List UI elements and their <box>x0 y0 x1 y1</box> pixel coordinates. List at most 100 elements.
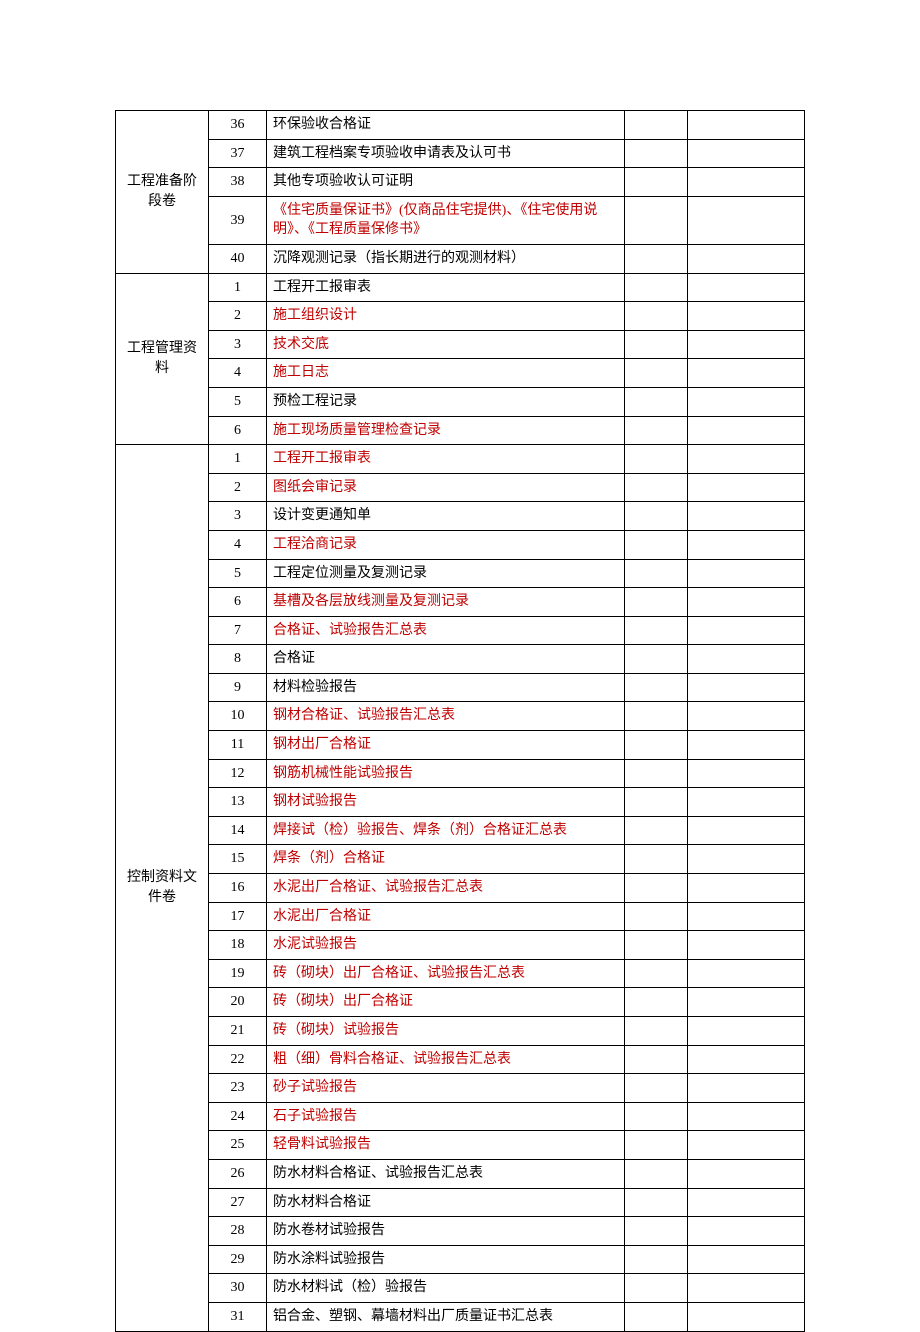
row-description: 合格证、试验报告汇总表 <box>267 616 625 645</box>
empty-cell-4 <box>625 1302 688 1331</box>
empty-cell-5 <box>688 1102 805 1131</box>
empty-cell-4 <box>625 1188 688 1217</box>
row-description: 《住宅质量保证书》(仅商品住宅提供)、《住宅使用说明》、《工程质量保修书》 <box>267 196 625 244</box>
empty-cell-5 <box>688 416 805 445</box>
empty-cell-5 <box>688 1045 805 1074</box>
row-description: 水泥出厂合格证、试验报告汇总表 <box>267 874 625 903</box>
row-description: 石子试验报告 <box>267 1102 625 1131</box>
row-description: 粗（细）骨料合格证、试验报告汇总表 <box>267 1045 625 1074</box>
row-number: 1 <box>209 273 267 302</box>
empty-cell-5 <box>688 731 805 760</box>
empty-cell-4 <box>625 502 688 531</box>
table-row: 6基槽及各层放线测量及复测记录 <box>116 588 805 617</box>
empty-cell-4 <box>625 139 688 168</box>
row-number: 31 <box>209 1302 267 1331</box>
row-number: 29 <box>209 1245 267 1274</box>
table-row: 工程管理资料1工程开工报审表 <box>116 273 805 302</box>
empty-cell-5 <box>688 1131 805 1160</box>
empty-cell-5 <box>688 196 805 244</box>
row-number: 9 <box>209 673 267 702</box>
row-number: 18 <box>209 931 267 960</box>
empty-cell-4 <box>625 788 688 817</box>
empty-cell-4 <box>625 673 688 702</box>
row-description: 钢材出厂合格证 <box>267 731 625 760</box>
empty-cell-4 <box>625 1159 688 1188</box>
empty-cell-5 <box>688 1245 805 1274</box>
empty-cell-5 <box>688 111 805 140</box>
row-description: 工程定位测量及复测记录 <box>267 559 625 588</box>
row-description: 防水材料合格证 <box>267 1188 625 1217</box>
table-body: 工程准备阶段卷36环保验收合格证37建筑工程档案专项验收申请表及认可书38其他专… <box>116 111 805 1332</box>
row-description: 铝合金、塑钢、幕墙材料出厂质量证书汇总表 <box>267 1302 625 1331</box>
row-description: 防水卷材试验报告 <box>267 1217 625 1246</box>
row-description: 钢筋机械性能试验报告 <box>267 759 625 788</box>
empty-cell-5 <box>688 959 805 988</box>
empty-cell-4 <box>625 845 688 874</box>
table-row: 5预检工程记录 <box>116 387 805 416</box>
row-description: 环保验收合格证 <box>267 111 625 140</box>
row-number: 23 <box>209 1074 267 1103</box>
empty-cell-4 <box>625 445 688 474</box>
empty-cell-4 <box>625 559 688 588</box>
row-description: 砖（砌块）出厂合格证、试验报告汇总表 <box>267 959 625 988</box>
row-number: 26 <box>209 1159 267 1188</box>
empty-cell-5 <box>688 302 805 331</box>
row-description: 钢材试验报告 <box>267 788 625 817</box>
table-row: 24石子试验报告 <box>116 1102 805 1131</box>
empty-cell-4 <box>625 196 688 244</box>
empty-cell-4 <box>625 168 688 197</box>
empty-cell-5 <box>688 473 805 502</box>
row-description: 其他专项验收认可证明 <box>267 168 625 197</box>
table-row: 38其他专项验收认可证明 <box>116 168 805 197</box>
empty-cell-4 <box>625 1017 688 1046</box>
row-number: 27 <box>209 1188 267 1217</box>
row-number: 11 <box>209 731 267 760</box>
empty-cell-4 <box>625 702 688 731</box>
row-description: 防水材料试（检）验报告 <box>267 1274 625 1303</box>
row-number: 3 <box>209 502 267 531</box>
empty-cell-5 <box>688 645 805 674</box>
table-row: 2图纸会审记录 <box>116 473 805 502</box>
empty-cell-4 <box>625 588 688 617</box>
table-row: 4工程洽商记录 <box>116 530 805 559</box>
table-row: 21砖（砌块）试验报告 <box>116 1017 805 1046</box>
table-row: 20砖（砌块）出厂合格证 <box>116 988 805 1017</box>
row-number: 2 <box>209 302 267 331</box>
empty-cell-5 <box>688 139 805 168</box>
empty-cell-5 <box>688 244 805 273</box>
row-description: 砖（砌块）试验报告 <box>267 1017 625 1046</box>
empty-cell-5 <box>688 387 805 416</box>
row-description: 砖（砌块）出厂合格证 <box>267 988 625 1017</box>
row-description: 材料检验报告 <box>267 673 625 702</box>
empty-cell-4 <box>625 816 688 845</box>
table-row: 2施工组织设计 <box>116 302 805 331</box>
table-row: 26防水材料合格证、试验报告汇总表 <box>116 1159 805 1188</box>
table-row: 5工程定位测量及复测记录 <box>116 559 805 588</box>
row-number: 3 <box>209 330 267 359</box>
table-row: 19砖（砌块）出厂合格证、试验报告汇总表 <box>116 959 805 988</box>
table-row: 11钢材出厂合格证 <box>116 731 805 760</box>
row-description: 工程洽商记录 <box>267 530 625 559</box>
row-number: 7 <box>209 616 267 645</box>
empty-cell-5 <box>688 788 805 817</box>
row-description: 轻骨料试验报告 <box>267 1131 625 1160</box>
empty-cell-4 <box>625 111 688 140</box>
row-number: 24 <box>209 1102 267 1131</box>
row-number: 17 <box>209 902 267 931</box>
row-number: 1 <box>209 445 267 474</box>
empty-cell-4 <box>625 273 688 302</box>
empty-cell-4 <box>625 731 688 760</box>
table-row: 3设计变更通知单 <box>116 502 805 531</box>
document-table: 工程准备阶段卷36环保验收合格证37建筑工程档案专项验收申请表及认可书38其他专… <box>115 110 805 1332</box>
empty-cell-4 <box>625 1217 688 1246</box>
empty-cell-4 <box>625 530 688 559</box>
category-cell: 工程管理资料 <box>116 273 209 445</box>
empty-cell-5 <box>688 616 805 645</box>
row-description: 技术交底 <box>267 330 625 359</box>
empty-cell-5 <box>688 273 805 302</box>
empty-cell-4 <box>625 1045 688 1074</box>
empty-cell-4 <box>625 1102 688 1131</box>
empty-cell-5 <box>688 359 805 388</box>
row-number: 6 <box>209 588 267 617</box>
empty-cell-4 <box>625 931 688 960</box>
